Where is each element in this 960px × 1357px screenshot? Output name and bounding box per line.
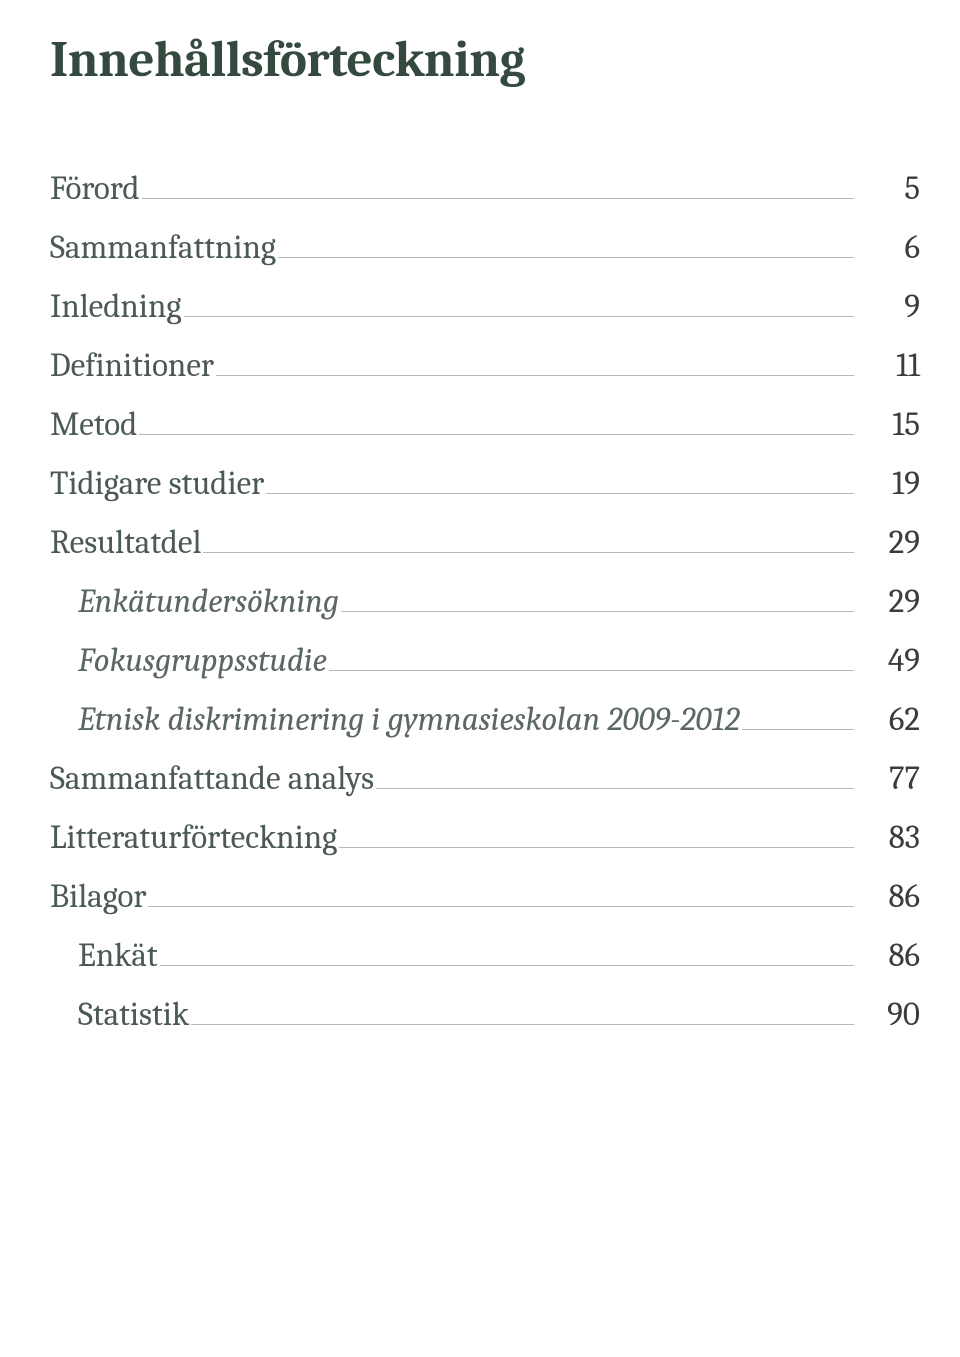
toc-label: Litteraturförteckning — [50, 822, 337, 855]
toc-entry-sub: Etnisk diskriminering i gymnasieskolan 2… — [50, 704, 920, 737]
toc-entry-sub: Enkätundersökning 29 — [50, 586, 920, 619]
toc-leader — [339, 847, 854, 848]
toc-entry-sub: Enkät 86 — [50, 940, 920, 973]
toc-label: Förord — [50, 173, 140, 206]
toc-page: 5 — [870, 173, 920, 206]
toc-leader — [191, 1024, 854, 1025]
toc-page: 11 — [870, 350, 920, 383]
toc-label: Sammanfattande analys — [50, 763, 374, 796]
toc-entry: Resultatdel 29 — [50, 527, 920, 560]
toc-leader — [216, 375, 854, 376]
toc-label: Statistik — [78, 999, 189, 1032]
toc-leader — [329, 670, 854, 671]
toc-page: 83 — [870, 822, 920, 855]
toc-page: 77 — [870, 763, 920, 796]
toc-page: 29 — [870, 586, 920, 619]
toc-page: 6 — [870, 232, 920, 265]
toc-leader — [742, 729, 854, 730]
toc-page: 90 — [870, 999, 920, 1032]
toc-entry: Bilagor 86 — [50, 881, 920, 914]
toc-page: 19 — [870, 468, 920, 501]
toc-label: Resultatdel — [50, 527, 201, 560]
toc-leader — [160, 965, 854, 966]
toc-page: 49 — [870, 645, 920, 678]
toc-leader — [266, 493, 854, 494]
toc-entry: Sammanfattande analys 77 — [50, 763, 920, 796]
toc-label: Tidigare studier — [50, 468, 264, 501]
toc-page: 29 — [870, 527, 920, 560]
toc-page: 9 — [870, 291, 920, 324]
toc-label: Enkät — [78, 940, 158, 973]
toc-label: Fokusgruppsstudie — [78, 645, 327, 678]
toc-leader — [278, 257, 854, 258]
toc-leader — [184, 316, 854, 317]
page-title: Innehållsförteckning — [50, 30, 920, 89]
toc-leader — [203, 552, 854, 553]
toc-entry-sub: Statistik 90 — [50, 999, 920, 1032]
toc-label: Bilagor — [50, 881, 146, 914]
toc-entry: Litteraturförteckning 83 — [50, 822, 920, 855]
toc-label: Etnisk diskriminering i gymnasieskolan 2… — [78, 704, 740, 737]
toc-entry: Sammanfattning 6 — [50, 232, 920, 265]
toc-page: 15 — [870, 409, 920, 442]
toc-label: Definitioner — [50, 350, 214, 383]
toc-leader — [341, 611, 854, 612]
toc-leader — [139, 434, 854, 435]
toc-entry: Metod 15 — [50, 409, 920, 442]
toc-page: 86 — [870, 940, 920, 973]
toc-entry: Förord 5 — [50, 173, 920, 206]
toc-leader — [142, 198, 855, 199]
toc-entry-sub: Fokusgruppsstudie 49 — [50, 645, 920, 678]
toc-label: Metod — [50, 409, 137, 442]
toc-leader — [148, 906, 854, 907]
toc-label: Inledning — [50, 291, 182, 324]
toc-label: Sammanfattning — [50, 232, 276, 265]
toc-page: 86 — [870, 881, 920, 914]
toc-entry: Tidigare studier 19 — [50, 468, 920, 501]
toc-entry: Definitioner 11 — [50, 350, 920, 383]
toc-entry: Inledning 9 — [50, 291, 920, 324]
toc-leader — [376, 788, 854, 789]
toc-page: 62 — [870, 704, 920, 737]
table-of-contents: Förord 5 Sammanfattning 6 Inledning 9 De… — [50, 173, 920, 1032]
toc-label: Enkätundersökning — [78, 586, 339, 619]
